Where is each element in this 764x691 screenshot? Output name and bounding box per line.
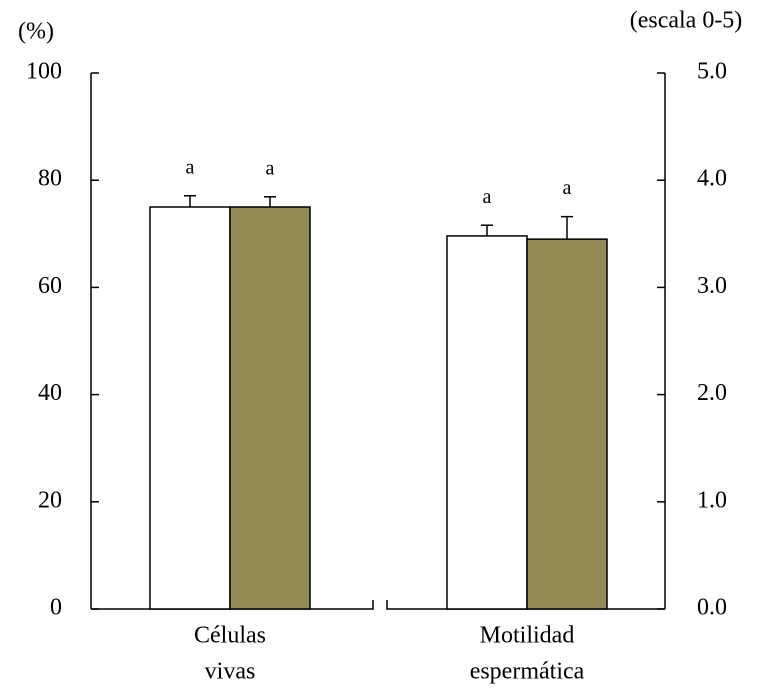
y2-tick-label: 2.0 (697, 380, 727, 406)
y2-tick-label: 5.0 (697, 59, 727, 85)
y-tick-label: 100 (26, 59, 62, 85)
bar (526, 238, 608, 610)
y-tick-label: 0 (50, 595, 62, 621)
y2-tick-label: 0.0 (697, 595, 727, 621)
annotation: a (186, 156, 195, 178)
annotation: a (483, 186, 492, 208)
x-tick-label: Células (194, 623, 266, 649)
y-tick-label: 20 (38, 487, 62, 513)
y-tick-label: 40 (38, 380, 62, 406)
annotation: a (266, 157, 275, 179)
y-tick-label: 60 (38, 273, 62, 299)
y2-tick-label: 4.0 (697, 166, 727, 192)
x-tick-label: Motilidad (480, 623, 575, 649)
x-tick-label: vivas (205, 659, 256, 685)
x-tick-label: espermática (470, 659, 585, 685)
y2-tick-label: 1.0 (697, 487, 727, 513)
bar (446, 235, 528, 610)
bar (229, 206, 311, 610)
bar (149, 206, 231, 610)
y2-axis-label: (escala 0-5) (630, 8, 743, 34)
y2-tick-label: 3.0 (697, 273, 727, 299)
y-tick-label: 80 (38, 166, 62, 192)
annotation: a (563, 177, 572, 199)
y-axis-label: (%) (18, 19, 54, 45)
